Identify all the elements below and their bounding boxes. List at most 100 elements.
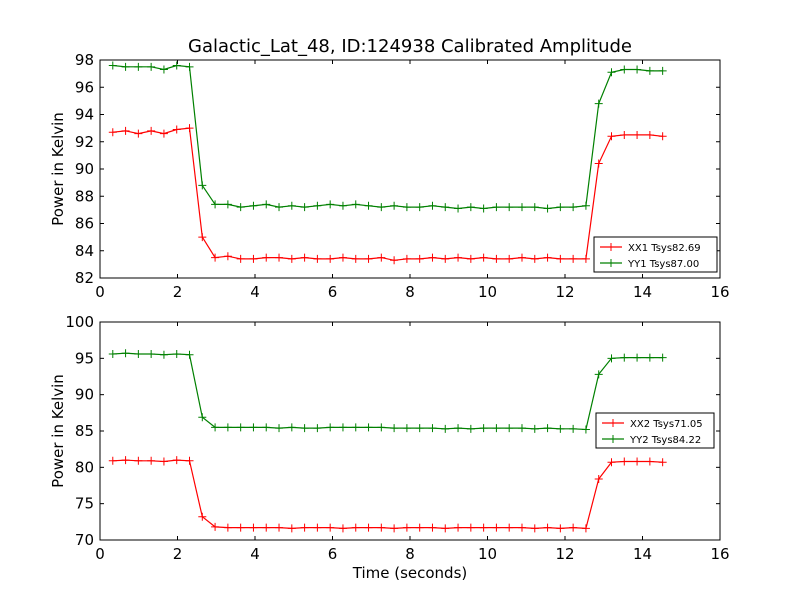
data-point <box>223 252 232 261</box>
data-point <box>581 425 590 434</box>
x-tick-label: 2 <box>173 283 183 301</box>
y-tick-label: 80 <box>75 458 94 476</box>
data-point <box>338 423 347 432</box>
data-point <box>364 423 373 432</box>
data-point <box>300 203 309 212</box>
data-point <box>326 523 335 532</box>
data-point <box>505 424 514 433</box>
data-point <box>543 424 552 433</box>
data-point <box>415 203 424 212</box>
data-point <box>543 253 552 262</box>
data-point <box>645 66 654 75</box>
data-point <box>517 253 526 262</box>
data-point <box>287 524 296 533</box>
data-point <box>364 201 373 210</box>
data-point <box>530 524 539 533</box>
data-point <box>313 201 322 210</box>
data-point <box>581 201 590 210</box>
data-point <box>479 523 488 532</box>
data-point <box>275 523 284 532</box>
x-tick-label: 8 <box>405 283 415 301</box>
data-point <box>159 350 168 359</box>
data-point <box>313 254 322 263</box>
x-tick-label: 16 <box>710 545 729 563</box>
data-point <box>262 200 271 209</box>
data-point <box>620 457 629 466</box>
data-point <box>262 523 271 532</box>
data-point <box>530 424 539 433</box>
data-point <box>147 349 156 358</box>
y-tick-label: 75 <box>75 495 94 513</box>
data-point <box>351 254 360 263</box>
data-point <box>377 203 386 212</box>
x-tick-label: 10 <box>478 545 497 563</box>
data-point <box>390 256 399 265</box>
data-point <box>454 523 463 532</box>
data-point <box>556 203 565 212</box>
data-point <box>313 424 322 433</box>
data-point <box>313 523 322 532</box>
data-point <box>479 253 488 262</box>
x-tick-label: 0 <box>95 283 105 301</box>
y-tick-label: 98 <box>75 51 94 69</box>
data-point <box>364 254 373 263</box>
data-point <box>569 203 578 212</box>
x-tick-label: 0 <box>95 545 105 563</box>
data-point <box>620 353 629 362</box>
data-point <box>249 423 258 432</box>
bottom-subplot: 0 2 4 6 8 10 12 14 16 70 75 80 85 90 95 100 Power in Kel… <box>49 313 730 582</box>
data-point <box>441 424 450 433</box>
data-point <box>402 424 411 433</box>
data-point <box>185 456 194 465</box>
x-tick-label: 4 <box>250 283 260 301</box>
data-point <box>223 523 232 532</box>
data-point <box>581 254 590 263</box>
data-point <box>633 130 642 139</box>
data-point <box>326 200 335 209</box>
data-point <box>556 424 565 433</box>
data-point <box>236 254 245 263</box>
data-point <box>108 61 117 70</box>
data-point <box>172 125 181 134</box>
data-point <box>364 523 373 532</box>
x-tick-label: 16 <box>710 283 729 301</box>
data-point <box>556 254 565 263</box>
data-point <box>134 62 143 71</box>
data-point <box>172 61 181 70</box>
data-point <box>658 458 667 467</box>
data-point <box>300 253 309 262</box>
data-point <box>185 124 194 133</box>
data-point <box>633 457 642 466</box>
data-point <box>351 523 360 532</box>
data-point <box>159 129 168 138</box>
data-point <box>159 65 168 74</box>
data-point <box>428 523 437 532</box>
data-point <box>428 424 437 433</box>
legend-marker <box>609 435 617 443</box>
y-axis-label: Power in Kelvin <box>49 374 67 488</box>
legend-label: XX2 Tsys71.05 <box>630 419 703 430</box>
y-tick-label: 86 <box>75 215 94 233</box>
data-point <box>198 512 207 521</box>
legend-label: YY2 Tsys84.22 <box>629 435 701 446</box>
x-tick-label: 14 <box>633 545 652 563</box>
data-point <box>134 456 143 465</box>
y-tick-label: 92 <box>75 133 94 151</box>
data-point <box>236 423 245 432</box>
data-point <box>211 253 220 262</box>
data-point <box>492 254 501 263</box>
data-point <box>249 523 258 532</box>
data-point <box>479 204 488 213</box>
y-tick-label: 90 <box>75 386 94 404</box>
data-point <box>454 253 463 262</box>
data-point <box>198 233 207 242</box>
data-point <box>492 424 501 433</box>
data-point <box>121 126 130 135</box>
data-point <box>633 65 642 74</box>
data-point <box>466 424 475 433</box>
data-point <box>287 254 296 263</box>
data-point <box>249 254 258 263</box>
x-tick-label: 4 <box>250 545 260 563</box>
data-point <box>633 353 642 362</box>
